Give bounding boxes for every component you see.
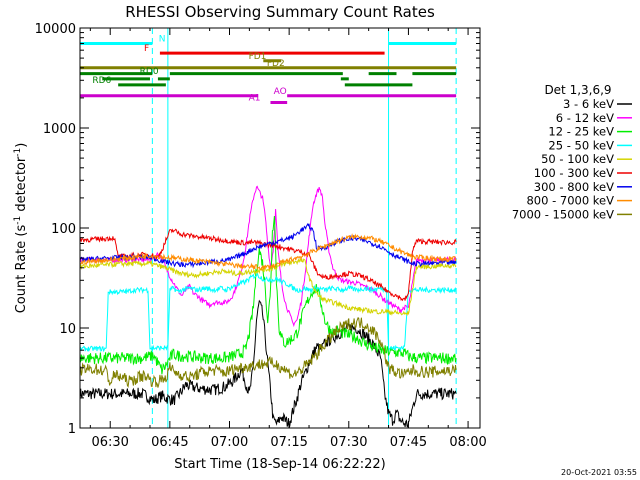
flag-label-1: F: [144, 44, 149, 54]
chart-title: RHESSI Observing Summary Count Rates: [125, 3, 435, 21]
y-axis-label-sup1: -1: [13, 216, 23, 225]
x-tick-label-3: 07:15: [270, 435, 307, 450]
x-tick-label-4: 07:30: [330, 435, 367, 450]
y-tick-label-3: 1000: [43, 122, 76, 137]
x-tick-label-5: 07:45: [390, 435, 427, 450]
y-tick-label-0: 1: [68, 422, 76, 437]
y-tick-label-2: 100: [51, 222, 76, 237]
flag-label-0: N: [159, 34, 166, 44]
legend-title: Det 1,3,6,9: [544, 83, 611, 97]
series-line-0: [80, 299, 457, 428]
legend-entry-label-7: 800 - 7000 keV: [526, 194, 614, 208]
y-tick-label-1: 10: [59, 322, 76, 337]
flag-label-6: AO: [274, 87, 287, 97]
x-axis-ticks: 06:30 06:45 07:00 07:15 07:30 07:45 08:00: [89, 28, 487, 450]
legend-entry-label-4: 50 - 100 keV: [541, 152, 614, 166]
y-axis-label-sup2: -1: [13, 148, 23, 157]
y-axis-label: Count Rate (s-1 detector-1): [13, 143, 29, 314]
x-axis-label: Start Time (18-Sep-14 06:22:22): [174, 457, 385, 472]
render-timestamp: 20-Oct-2021 03:55: [561, 468, 637, 477]
series-line-7: [80, 233, 457, 271]
legend-entry-label-2: 12 - 25 keV: [548, 125, 614, 139]
legend-entry-label-1: 6 - 12 keV: [556, 111, 614, 125]
legend-entry-label-6: 300 - 800 keV: [534, 180, 614, 194]
y-axis-ticks: 1 10 100 1000 10000: [35, 22, 480, 437]
flag-bars: [80, 41, 457, 104]
flag-label-4: RD0: [140, 67, 159, 77]
series-line-5: [80, 228, 457, 302]
y-axis-label-part1: Count Rate (s: [14, 225, 29, 314]
flag-label-2: FD1: [249, 52, 267, 62]
series-line-3: [80, 271, 457, 353]
x-tick-label-0: 06:30: [91, 435, 128, 450]
legend-entry-label-0: 3 - 6 keV: [563, 97, 614, 111]
flag-label-7: A1: [249, 93, 261, 103]
series-layer: [80, 185, 457, 428]
legend-entry-label-5: 100 - 300 keV: [534, 166, 614, 180]
x-tick-label-1: 06:45: [151, 435, 188, 450]
x-tick-label-2: 07:00: [211, 435, 248, 450]
legend-entry-label-8: 7000 - 15000 keV: [512, 207, 614, 221]
series-line-8: [80, 317, 457, 389]
y-axis-label-part2: detector: [14, 156, 29, 216]
y-axis-label-part3: ): [14, 143, 29, 148]
flag-label-5: RD6: [92, 76, 111, 86]
legend-entry-label-3: 25 - 50 keV: [548, 138, 614, 152]
flag-label-3: FD2: [267, 59, 285, 69]
x-tick-label-6: 08:00: [449, 435, 486, 450]
series-line-4: [80, 258, 457, 317]
series-line-1: [80, 185, 457, 328]
series-line-2: [80, 215, 457, 375]
y-tick-label-4: 10000: [35, 22, 76, 37]
